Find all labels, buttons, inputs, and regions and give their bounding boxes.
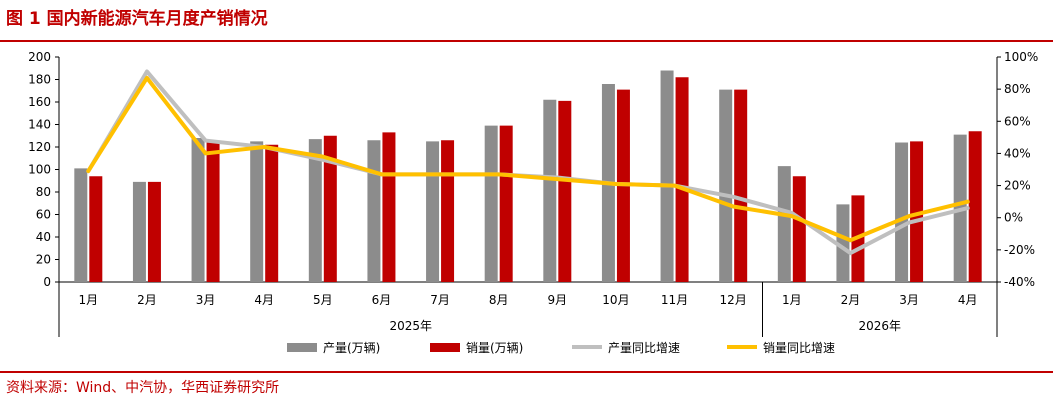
y-right-tick-label: 0%	[1004, 211, 1023, 225]
x-tick-label: 2月	[841, 293, 861, 307]
production-bar	[484, 125, 498, 282]
x-group-label: 2025年	[389, 319, 432, 333]
y-left-tick-label: 160	[28, 95, 51, 109]
x-tick-label: 7月	[430, 293, 450, 307]
sales-bar	[206, 142, 220, 282]
sales-bar	[441, 140, 455, 282]
sales-bar	[792, 176, 806, 282]
y-left-tick-label: 60	[36, 208, 51, 222]
y-left-tick-label: 20	[36, 253, 51, 267]
sales-bar	[147, 181, 161, 282]
x-tick-label: 2月	[137, 293, 157, 307]
legend-swatch	[287, 343, 317, 352]
x-tick-label: 11月	[661, 293, 688, 307]
x-tick-label: 1月	[78, 293, 98, 307]
production-bar	[250, 141, 264, 282]
y-left-tick-label: 120	[28, 140, 51, 154]
y-right-tick-label: 100%	[1004, 50, 1038, 64]
sales-bar	[382, 132, 396, 282]
x-group-label: 2026年	[858, 319, 901, 333]
y-right-tick-label: -40%	[1004, 275, 1035, 289]
x-tick-label: 10月	[602, 293, 629, 307]
y-right-tick-label: 20%	[1004, 179, 1031, 193]
y-right-tick-label: 40%	[1004, 146, 1031, 160]
sales-bar	[499, 125, 513, 282]
y-right-tick-label: 80%	[1004, 82, 1031, 96]
production-bar	[543, 99, 557, 282]
sales-bar	[89, 176, 103, 282]
production-yoy-line	[86, 69, 970, 256]
y-right-tick-label: -20%	[1004, 243, 1035, 257]
x-tick-label: 4月	[958, 293, 978, 307]
sales-bar	[323, 135, 337, 282]
y-left-tick-label: 140	[28, 118, 51, 132]
production-bar	[426, 141, 440, 282]
y-left-tick-label: 180	[28, 73, 51, 87]
x-tick-label: 4月	[254, 293, 274, 307]
legend-label: 销量同比增速	[763, 341, 835, 355]
y-left-tick-label: 0	[43, 275, 51, 289]
sales-bar	[265, 144, 279, 282]
x-tick-label: 3月	[196, 293, 216, 307]
x-tick-label: 8月	[489, 293, 509, 307]
sales-bar	[910, 141, 924, 282]
x-tick-label: 5月	[313, 293, 333, 307]
y-left-tick-label: 40	[36, 230, 51, 244]
y-right-tick-label: 60%	[1004, 114, 1031, 128]
y-left-tick-label: 200	[28, 50, 51, 64]
x-tick-label: 1月	[782, 293, 802, 307]
production-bar	[367, 140, 381, 282]
source-note: 资料来源：Wind、中汽协，华西证券研究所	[6, 380, 280, 396]
x-tick-label: 3月	[899, 293, 919, 307]
production-bar	[895, 142, 909, 282]
y-left-tick-label: 100	[28, 163, 51, 177]
production-bar	[74, 168, 88, 282]
legend-label: 产量同比增速	[608, 341, 680, 355]
footer-rule	[0, 371, 1053, 373]
legend-label: 产量(万辆)	[323, 341, 380, 355]
production-bar	[660, 70, 674, 282]
x-tick-label: 12月	[720, 293, 747, 307]
production-bar	[777, 166, 791, 282]
figure-title: 图 1 国内新能源汽车月度产销情况	[6, 9, 268, 29]
sales-bar	[734, 89, 748, 282]
x-tick-label: 6月	[372, 293, 392, 307]
y-left-tick-label: 80	[36, 185, 51, 199]
x-tick-label: 9月	[547, 293, 567, 307]
legend-swatch	[430, 343, 460, 352]
production-bar	[836, 204, 850, 282]
legend-label: 销量(万辆)	[466, 341, 523, 355]
production-bar	[719, 89, 733, 282]
production-bar	[132, 181, 146, 282]
production-bar	[308, 139, 322, 282]
sales-bar	[558, 100, 572, 282]
production-bar	[191, 138, 205, 282]
sales-bar	[968, 131, 982, 282]
sales-bar	[675, 77, 689, 282]
sales-yoy-line	[86, 75, 970, 243]
title-rule	[0, 40, 1053, 42]
